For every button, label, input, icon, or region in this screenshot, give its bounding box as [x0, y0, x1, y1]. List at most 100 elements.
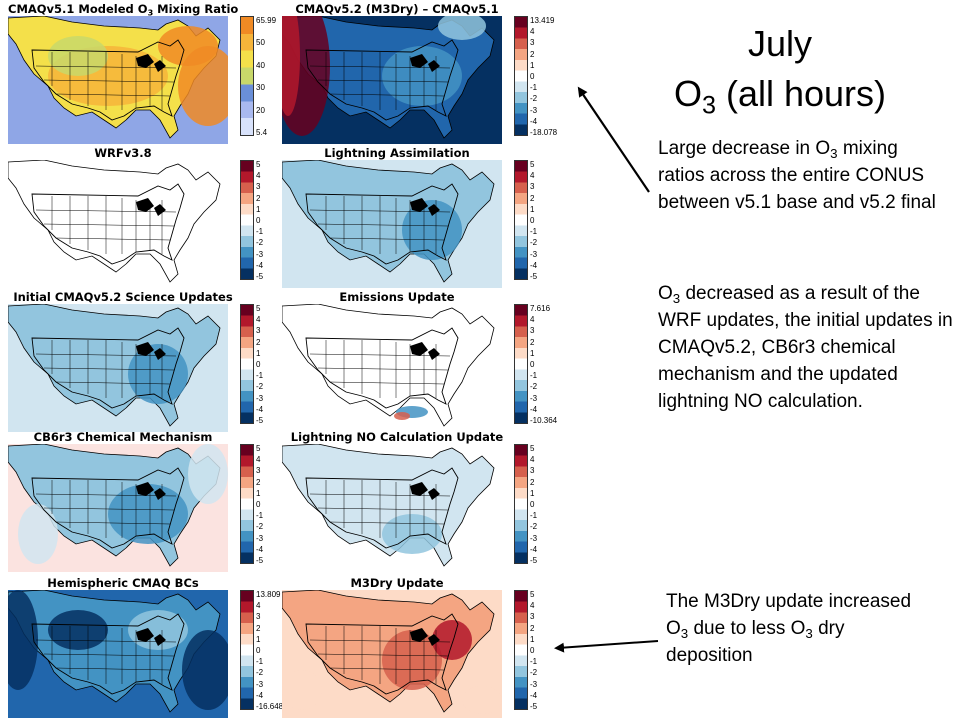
panel-6: Emissions Update 7.616 4 3 2 1 0 -1 -2 -3 -4 -10.3… — [282, 290, 557, 432]
colorbar-tick-label: 7.616 — [530, 304, 551, 313]
us-border — [305, 39, 459, 121]
colorbar-ticks: 5 4 3 2 1 0 -1 -2 -3 -4 -5 — [256, 160, 296, 281]
panel-title: M3Dry Update — [350, 576, 444, 590]
us-border — [305, 183, 459, 265]
colorbar-tick-label: 4 — [256, 601, 261, 611]
colorbar — [240, 444, 254, 564]
colorbar-tick-label: -1 — [530, 371, 538, 381]
map-plot — [282, 590, 502, 718]
value-region — [8, 590, 38, 690]
colorbar-tick-label: -5 — [256, 272, 264, 281]
state-border — [35, 639, 177, 643]
panel-title: Emissions Update — [339, 290, 455, 304]
state-border — [309, 353, 451, 357]
map-plot — [282, 16, 502, 144]
colorbar-tick-label: 0 — [530, 216, 535, 225]
colorbar-tick-label: 2 — [530, 623, 535, 633]
colorbar-tick-label: -4 — [256, 690, 264, 700]
colorbar-tick-label: -3 — [256, 679, 264, 689]
colorbar-tick-label: 1 — [256, 634, 261, 644]
panel-2: CMAQv5.2 (M3Dry) – CMAQv5.1 13.419 4 3 2 1 0 -… — [282, 2, 557, 144]
us-border — [31, 39, 185, 121]
state-border — [55, 521, 171, 525]
value-region — [282, 670, 322, 710]
colorbar-tick-label: -4 — [530, 260, 538, 270]
state-border — [55, 93, 171, 97]
value-region — [438, 16, 486, 40]
colorbar-tick-label: 0 — [256, 360, 261, 369]
colorbar-tick-label: -4 — [256, 260, 264, 270]
colorbar-tick-label: 5.4 — [256, 128, 268, 137]
colorbar-ticks: 13.419 4 3 2 1 0 -1 -2 -3 -4 -18.078 — [530, 16, 570, 137]
colorbar-tick-label: 1 — [530, 488, 535, 498]
colorbar-tick-label: -1 — [256, 511, 264, 521]
land-area — [8, 160, 221, 283]
colorbar-tick-label: -2 — [256, 382, 264, 392]
colorbar-tick-label: 3 — [256, 182, 261, 192]
colorbar-tick-label: -2 — [256, 668, 264, 678]
colorbar-tick-label: -3 — [530, 105, 538, 115]
slide-title-month: July — [747, 23, 813, 64]
colorbar-tick-label: 0 — [256, 646, 261, 655]
map-plot — [8, 16, 228, 144]
colorbar-tick-label: 3 — [256, 326, 261, 336]
map-svg — [282, 444, 502, 572]
state-border — [43, 79, 175, 83]
colorbar-tick-label: -1 — [530, 511, 538, 521]
colorbar-tick-label: 3 — [530, 612, 535, 622]
colorbar-tick-label: 3 — [530, 38, 535, 48]
state-border — [317, 79, 449, 83]
colorbar-tick-label: -4 — [256, 544, 264, 554]
colorbar-tick-label: -10.364 — [530, 416, 558, 425]
value-region — [128, 344, 188, 404]
colorbar-tick-label: -3 — [530, 249, 538, 259]
value-region — [282, 16, 300, 116]
colorbar-tick-label: -3 — [530, 393, 538, 403]
great-lakes — [136, 482, 166, 500]
colorbar-tick-label: 5 — [256, 304, 261, 313]
colorbar-tick-label: -4 — [530, 116, 538, 126]
colorbar-tick-label: -2 — [256, 522, 264, 532]
panel-title: Lightning Assimilation — [324, 146, 470, 160]
colorbar-tick-label: 1 — [256, 204, 261, 214]
colorbar-tick-label: 2 — [256, 337, 261, 347]
colorbar-tick-label: -3 — [530, 533, 538, 543]
colorbar-tick-label: -3 — [256, 533, 264, 543]
colorbar-tick-label: 3 — [530, 466, 535, 476]
colorbar-tick-label: -3 — [256, 249, 264, 259]
value-region — [178, 46, 228, 126]
state-border — [309, 65, 451, 69]
panel-9: Hemispheric CMAQ BCs 13.809 4 3 2 1 0 -1 -2 -3 -4… — [8, 576, 283, 718]
map-svg — [8, 444, 228, 572]
map-svg — [8, 160, 228, 288]
colorbar-tick-label: 65.99 — [256, 16, 277, 25]
colorbar-tick-label: 5 — [256, 444, 261, 453]
text-block-3: The M3Dry update increased O3 due to les… — [666, 591, 912, 666]
colorbar-tick-label: 5 — [256, 160, 261, 169]
colorbar-tick-label: 4 — [530, 601, 535, 611]
colorbar — [240, 590, 254, 710]
panel-title: WRFv3.8 — [94, 146, 152, 160]
great-lakes — [136, 342, 166, 360]
panel-title: Lightning NO Calculation Update — [290, 430, 504, 444]
colorbar-tick-label: -1 — [530, 83, 538, 93]
colorbar — [514, 304, 528, 424]
colorbar-tick-label: -1 — [530, 657, 538, 667]
colorbar — [514, 16, 528, 136]
colorbar-tick-label: 3 — [256, 466, 261, 476]
colorbar-tick-label: -4 — [530, 690, 538, 700]
map-plot — [282, 160, 502, 288]
state-border — [35, 493, 177, 497]
colorbar-ticks: 5 4 3 2 1 0 -1 -2 -3 -4 -5 — [530, 590, 570, 711]
us-border — [305, 467, 459, 549]
land-area — [282, 304, 495, 427]
value-region — [462, 686, 502, 714]
text-block-1: Large decrease in O3 mixing ratios acros… — [658, 138, 936, 213]
state-border — [43, 653, 175, 657]
value-region — [432, 620, 472, 660]
panel-7: CB6r3 Chemical Mechanism 5 4 3 2 1 0 -1 -2 -3 -4 -… — [8, 430, 278, 572]
colorbar-tick-label: -5 — [530, 272, 538, 281]
great-lakes — [410, 342, 440, 360]
state-border — [317, 367, 449, 371]
colorbar-tick-label: 4 — [530, 315, 535, 325]
